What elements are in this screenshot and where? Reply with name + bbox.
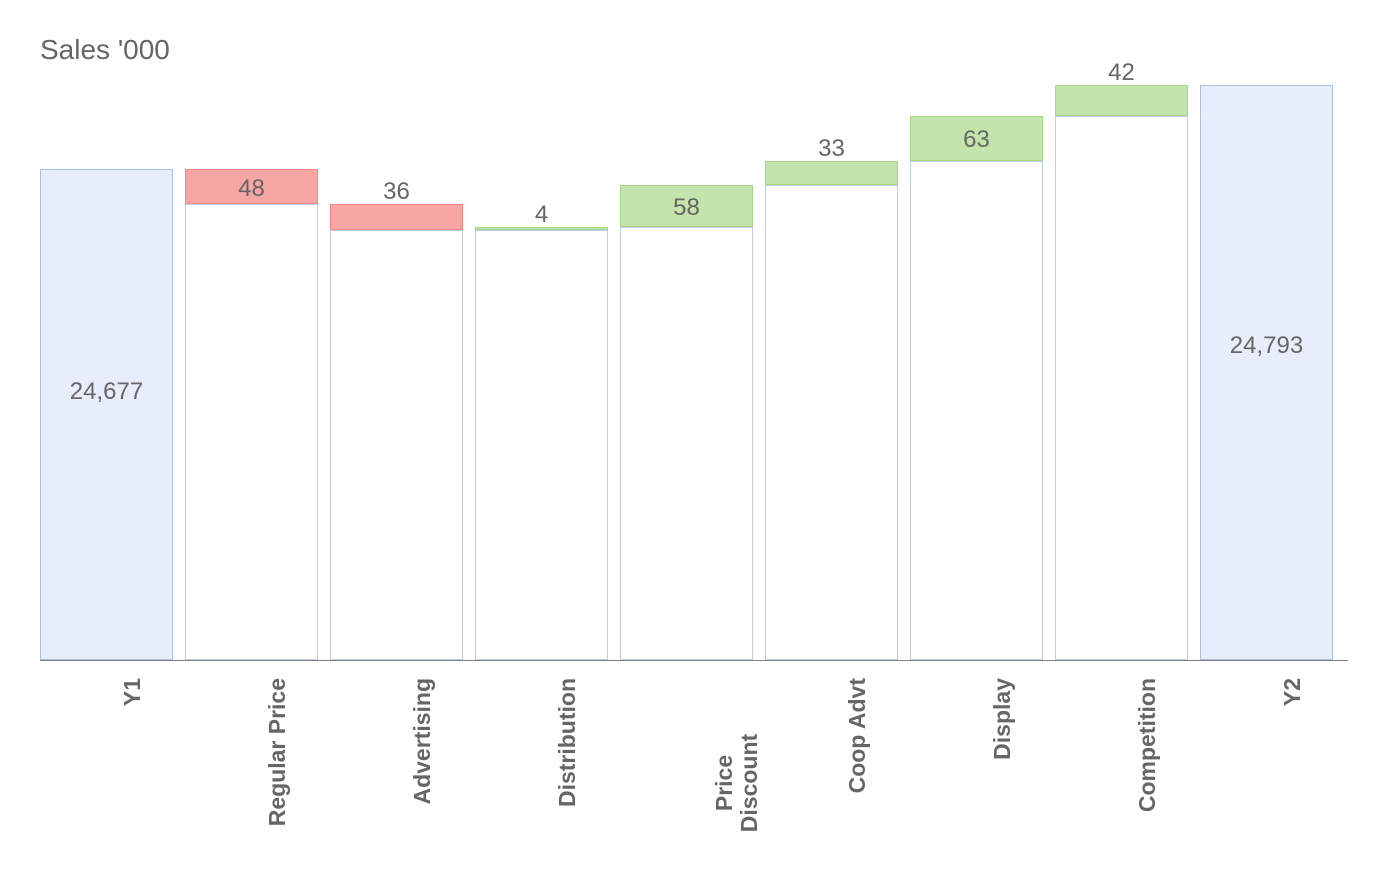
value-label-delta: 48 — [185, 175, 318, 203]
bar-pedestal — [910, 161, 1043, 660]
bar-positive — [1055, 85, 1188, 115]
value-label-delta: 33 — [765, 135, 898, 163]
bar-negative — [330, 204, 463, 230]
category-label: Y1 — [119, 678, 146, 888]
category-label: Coop Advt — [844, 678, 871, 888]
bar-positive — [765, 161, 898, 185]
bar-total — [40, 169, 173, 660]
value-label-total: 24,793 — [1200, 332, 1333, 360]
category-label: Display — [989, 678, 1016, 888]
category-label: Competition — [1134, 678, 1161, 888]
category-label: Distribution — [554, 678, 581, 888]
value-label-delta: 63 — [910, 126, 1043, 154]
bar-pedestal — [620, 227, 753, 660]
bar-pedestal — [330, 230, 463, 660]
plot-area: 24,677483645833634224,793 — [40, 80, 1348, 660]
category-label: Regular Price — [264, 678, 291, 888]
value-label-delta: 36 — [330, 178, 463, 206]
value-label-total: 24,677 — [40, 378, 173, 406]
waterfall-chart: Sales '000 24,677 48 36 4 58 33 63 42 24,793 Y1 R… — [0, 0, 1384, 888]
value-label-delta: 4 — [475, 201, 608, 229]
bar-total — [1200, 85, 1333, 660]
category-label: Y2 — [1279, 678, 1306, 888]
bar-pedestal — [1055, 116, 1188, 660]
value-label-delta: 42 — [1055, 59, 1188, 87]
x-axis-line — [40, 660, 1348, 661]
category-label: PriceDiscount — [712, 678, 763, 888]
category-label: Advertising — [409, 678, 436, 888]
chart-title: Sales '000 — [40, 34, 170, 66]
value-label-delta: 58 — [620, 194, 753, 222]
bar-pedestal — [765, 185, 898, 660]
bar-pedestal — [185, 204, 318, 660]
bar-pedestal — [475, 230, 608, 660]
